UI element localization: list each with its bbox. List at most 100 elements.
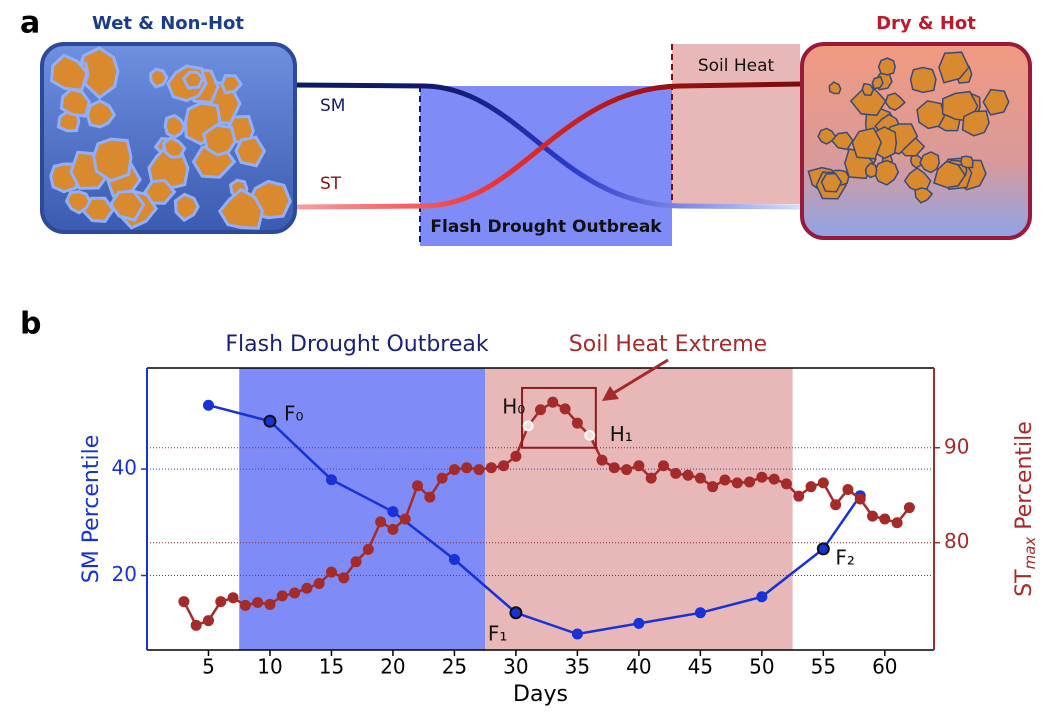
span-title: Soil Heat Extreme <box>569 332 767 357</box>
series-point <box>879 513 890 524</box>
x-axis-label: Days <box>513 682 568 707</box>
series-point <box>461 462 472 473</box>
grain <box>872 77 883 89</box>
grain <box>94 139 131 181</box>
series-point <box>191 620 202 631</box>
grain <box>961 156 973 167</box>
series-point <box>633 460 644 471</box>
series-point <box>830 499 841 510</box>
series-point <box>228 592 239 603</box>
series-point <box>732 477 743 488</box>
grain <box>879 58 896 75</box>
x-tick-label: 15 <box>319 655 344 679</box>
series-point <box>240 600 251 611</box>
grain <box>911 68 936 93</box>
grain <box>829 82 840 93</box>
series-point <box>326 567 337 578</box>
series-point <box>387 506 398 517</box>
series-point <box>387 524 398 535</box>
series-point <box>818 477 829 488</box>
annotation-label: F₁ <box>488 621 508 645</box>
x-tick-label: 35 <box>565 655 590 679</box>
y2-tick-label: 90 <box>944 434 969 458</box>
series-point <box>596 455 607 466</box>
series-point <box>400 513 411 524</box>
series-point <box>351 556 362 567</box>
zone-label: Soil Heat <box>698 56 775 76</box>
label-part: Percentile <box>1012 421 1037 537</box>
x-tick-label: 50 <box>749 655 774 679</box>
panel-label: a <box>20 6 40 41</box>
x-tick-label: 40 <box>626 655 651 679</box>
annotation-marker <box>818 543 829 554</box>
series-point <box>892 517 903 528</box>
series-point <box>867 511 878 522</box>
state-label: Wet & Non-Hot <box>92 13 244 34</box>
shaded-span <box>239 368 485 650</box>
y-tick-label: 40 <box>112 456 137 480</box>
series-point <box>609 462 620 473</box>
grain <box>204 125 235 155</box>
series-point <box>769 474 780 485</box>
series-point <box>203 400 214 411</box>
label-subscript: max <box>1021 537 1039 570</box>
series-point <box>683 470 694 481</box>
plot: Flash Drought Outbreak Soil Heat Extreme 5… <box>79 332 1039 707</box>
annotation-label: F₂ <box>835 545 855 569</box>
series-point <box>498 460 509 471</box>
page: { "panel_labels": {"a": "a", "b": "b"}, … <box>0 0 1062 710</box>
x-tick-label: 30 <box>503 655 528 679</box>
series-point <box>658 460 669 471</box>
span-title: Flash Drought Outbreak <box>225 332 489 357</box>
series-point <box>363 544 374 555</box>
series-point <box>695 473 706 484</box>
series-point <box>707 481 718 492</box>
series-point <box>695 607 706 618</box>
series-point <box>855 494 866 505</box>
grain <box>184 72 203 88</box>
series-point <box>572 418 583 429</box>
y-tick-label: 20 <box>112 562 137 586</box>
series-point <box>756 472 767 483</box>
series-point <box>793 491 804 502</box>
series-point <box>326 474 337 485</box>
curve-label: SM <box>320 96 345 116</box>
x-tick-label: 55 <box>811 655 836 679</box>
annotation-marker <box>524 421 533 430</box>
state-label: Dry & Hot <box>876 13 976 34</box>
grain <box>151 69 167 87</box>
series-point <box>621 464 632 475</box>
series-point <box>572 629 583 640</box>
series-point <box>424 492 435 503</box>
series-point <box>264 599 275 610</box>
series-point <box>437 473 448 484</box>
series-point <box>178 596 189 607</box>
series-point <box>646 473 657 484</box>
series-point <box>719 475 730 486</box>
x-tick-label: 20 <box>380 655 405 679</box>
annotation-label: H₀ <box>502 394 525 418</box>
panel-label: b <box>20 307 41 342</box>
series-point <box>449 554 460 565</box>
series-point <box>510 451 521 462</box>
curve-label: ST <box>320 174 342 194</box>
annotation-marker <box>264 416 275 427</box>
x-tick-label: 25 <box>442 655 467 679</box>
series-point <box>277 590 288 601</box>
series-point <box>215 596 226 607</box>
series-point <box>252 597 263 608</box>
figure: a Wet & Non-Hot Dry & Hot SM ST Soil Hea… <box>0 0 1062 710</box>
series-point <box>842 484 853 495</box>
series-point <box>670 468 681 479</box>
series-point <box>449 464 460 475</box>
series-point <box>486 462 497 473</box>
series-point <box>203 615 214 626</box>
y-axis-label: SM Percentile <box>79 435 104 583</box>
annotation-marker <box>510 607 521 618</box>
y2-tick-label: 80 <box>944 529 969 553</box>
series-point <box>338 572 349 583</box>
series-point <box>375 516 386 527</box>
series-point <box>314 578 325 589</box>
annotation-marker <box>585 431 594 440</box>
series-point <box>781 478 792 489</box>
